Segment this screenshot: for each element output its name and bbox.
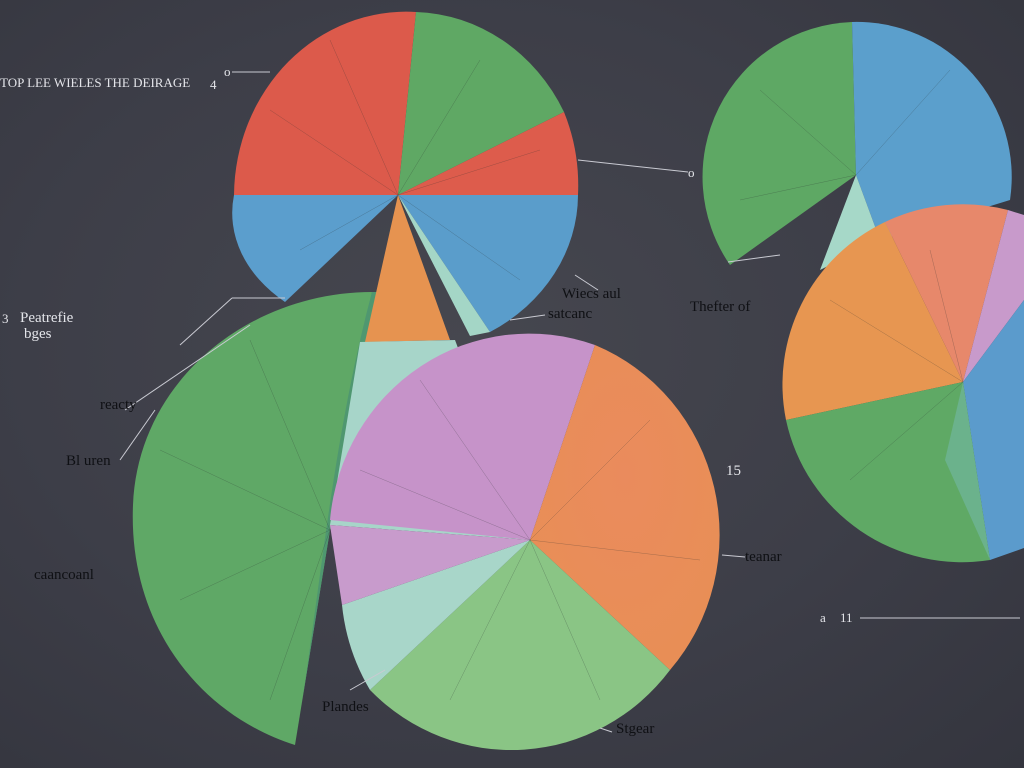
leader-right-label: teanar — [745, 549, 782, 565]
bottom-center-left-label: Plandes — [322, 699, 369, 715]
right-pie — [782, 204, 1024, 563]
left-title-line2: bges — [24, 326, 52, 342]
mid-left-label-1: reacty — [100, 397, 137, 413]
top-circle-marker: o — [224, 64, 231, 79]
number-15-label: 15 — [726, 463, 741, 479]
mid-left-label-2: Bl uren — [66, 453, 111, 469]
center-right-label-2: satcanc — [548, 306, 593, 322]
top-title-label: TOP LEE WIELES THE DEIRAGE — [0, 75, 191, 90]
facet-lines — [159, 39, 964, 701]
center-pie — [330, 333, 720, 751]
left-mark-label: 3 — [2, 311, 9, 326]
bottom-right-label-b: 11 — [840, 610, 853, 625]
big-green-disc — [132, 292, 400, 745]
top-title-suffix: 4 — [210, 77, 217, 92]
right-mid-label: Thefter of — [690, 299, 751, 315]
left-title-line1: Peatrefie — [20, 310, 74, 326]
right-end-marker: o — [688, 165, 695, 180]
center-right-label-1: Wiecs aul — [562, 286, 621, 302]
bottom-left-label: caancoanl — [34, 567, 94, 583]
top-pie — [232, 11, 579, 342]
bottom-center-right-label: Stgear — [616, 721, 655, 737]
leader-lines — [119, 71, 1020, 733]
bottom-right-label-a: a — [820, 610, 826, 625]
